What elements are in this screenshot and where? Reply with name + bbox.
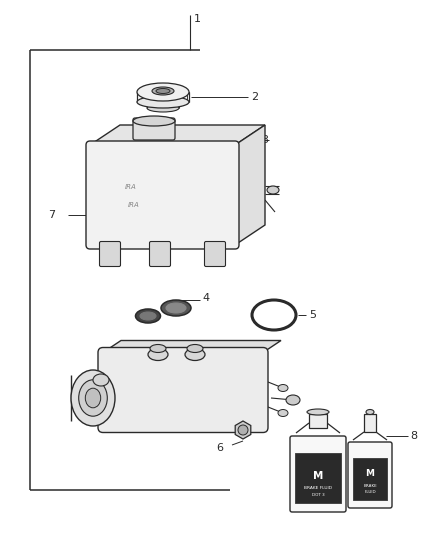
Ellipse shape (137, 96, 189, 108)
Ellipse shape (366, 409, 374, 415)
Circle shape (238, 425, 248, 435)
Ellipse shape (135, 309, 160, 323)
Ellipse shape (267, 186, 279, 194)
Text: BRAKE FLUID: BRAKE FLUID (304, 486, 332, 490)
Text: 1: 1 (194, 14, 201, 24)
FancyBboxPatch shape (98, 348, 268, 432)
Text: BRAKE: BRAKE (363, 484, 377, 488)
Text: 3: 3 (261, 135, 268, 145)
Ellipse shape (166, 303, 186, 313)
Ellipse shape (185, 349, 205, 360)
Bar (295, 453, 341, 503)
Ellipse shape (140, 312, 156, 320)
Ellipse shape (133, 116, 175, 126)
Text: M: M (313, 471, 323, 481)
Ellipse shape (156, 88, 170, 93)
Text: 8: 8 (410, 431, 417, 441)
Ellipse shape (71, 370, 115, 426)
Ellipse shape (278, 409, 288, 416)
Text: 2: 2 (251, 92, 258, 102)
Polygon shape (90, 125, 265, 145)
FancyBboxPatch shape (99, 241, 120, 266)
Ellipse shape (286, 395, 300, 405)
Polygon shape (235, 125, 265, 245)
FancyBboxPatch shape (348, 442, 392, 508)
Text: 4: 4 (202, 293, 209, 303)
Ellipse shape (137, 83, 189, 101)
Ellipse shape (79, 380, 107, 416)
Ellipse shape (152, 87, 174, 95)
Text: M: M (365, 470, 374, 479)
Ellipse shape (150, 344, 166, 352)
Text: 5: 5 (309, 310, 316, 320)
Ellipse shape (187, 344, 203, 352)
Polygon shape (103, 341, 281, 352)
Text: IRA: IRA (125, 184, 137, 190)
FancyBboxPatch shape (149, 241, 170, 266)
Bar (309, 414, 327, 428)
FancyBboxPatch shape (205, 241, 226, 266)
Text: FLUID: FLUID (364, 490, 376, 494)
Ellipse shape (307, 409, 329, 415)
Bar (364, 414, 376, 432)
Text: 6: 6 (216, 443, 223, 453)
Ellipse shape (147, 104, 179, 112)
Polygon shape (235, 421, 251, 439)
Bar (353, 458, 387, 500)
Ellipse shape (85, 388, 101, 408)
FancyBboxPatch shape (290, 436, 346, 512)
Ellipse shape (93, 374, 109, 386)
Text: IRA: IRA (128, 202, 140, 208)
Ellipse shape (161, 300, 191, 316)
Text: DOT 3: DOT 3 (311, 493, 325, 497)
Text: 7: 7 (48, 210, 55, 220)
FancyBboxPatch shape (133, 118, 175, 140)
Ellipse shape (148, 349, 168, 360)
Ellipse shape (278, 384, 288, 392)
FancyBboxPatch shape (86, 141, 239, 249)
